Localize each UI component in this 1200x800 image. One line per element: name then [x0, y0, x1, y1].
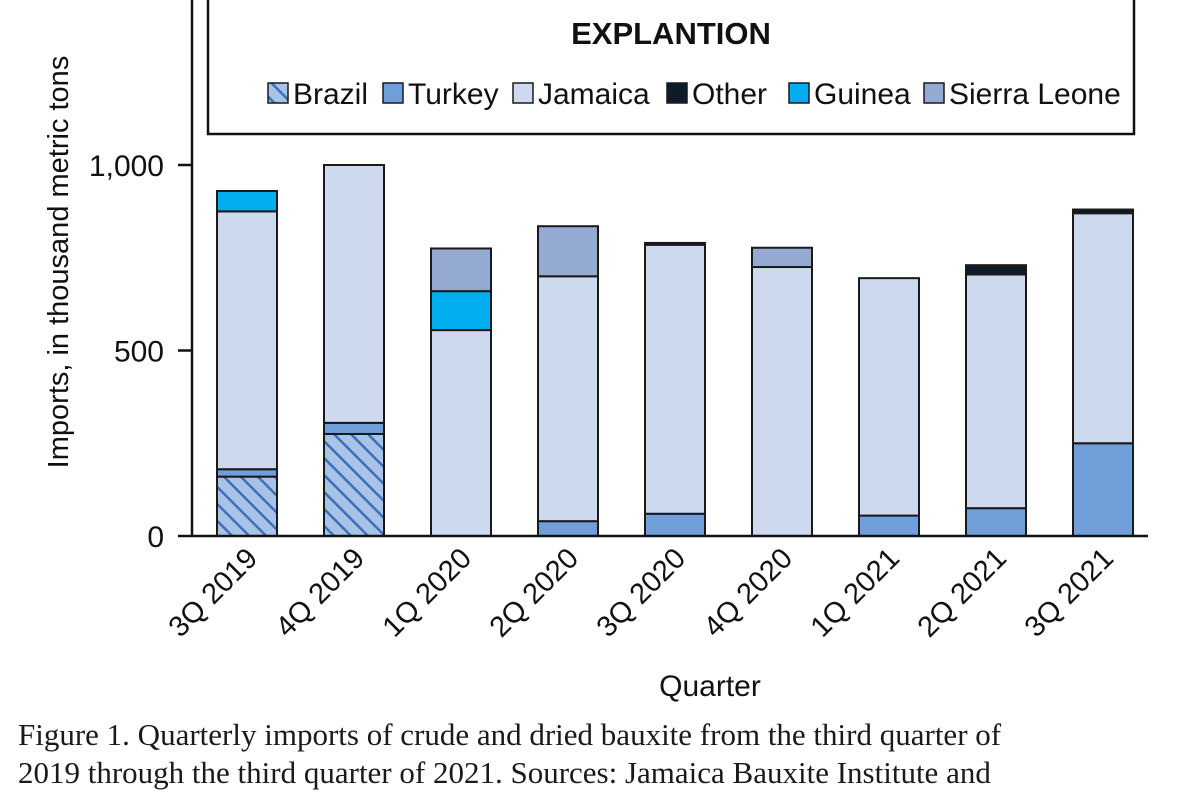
- legend-label-turkey: Turkey: [408, 78, 499, 111]
- bar-segment-jamaica: [858, 277, 920, 517]
- bar-segment-brazil: [323, 432, 385, 538]
- bar-segment-guinea: [430, 290, 492, 332]
- bar-segment-jamaica: [323, 164, 385, 424]
- legend-swatch-jamaica: [512, 82, 534, 104]
- bar-segment-sierra-leone: [751, 246, 813, 269]
- legend-label-brazil: Brazil: [293, 78, 368, 111]
- x-tick-label: 2Q 2021: [912, 542, 1013, 643]
- x-tick-label: 1Q 2021: [805, 542, 906, 643]
- bar-segment-jamaica: [751, 266, 813, 537]
- bar-segment-turkey: [216, 468, 278, 478]
- legend-box: [206, 0, 1136, 136]
- y-tick-label: 0: [147, 521, 164, 554]
- legend-swatch-sierra-leone: [923, 82, 945, 104]
- bar-segment-other: [965, 266, 1027, 276]
- x-tick-label: 3Q 2020: [591, 542, 692, 643]
- bar-segment-turkey: [644, 512, 706, 537]
- bar-segment-sierra-leone: [537, 225, 599, 278]
- bar-segment-guinea: [216, 189, 278, 213]
- x-tick-label: 4Q 2020: [698, 542, 799, 643]
- bar-segment-other: [1072, 208, 1134, 215]
- bar-segment-jamaica: [216, 210, 278, 471]
- legend-title: EXPLANTION: [571, 16, 771, 51]
- bar-segment-sierra-leone: [430, 247, 492, 293]
- axes-group: 0 500 1,000: [89, 0, 1148, 554]
- caption-line-2: 2019 through the third quarter of 2021. …: [18, 755, 991, 790]
- legend-swatch-guinea: [788, 82, 810, 104]
- legend-label-sierra-leone: Sierra Leone: [949, 78, 1121, 111]
- bar-segment-sierra-leone: [965, 264, 1027, 269]
- x-tick-label: 3Q 2019: [163, 542, 264, 643]
- figure-caption: Figure 1. Quarterly imports of crude and…: [18, 716, 1188, 792]
- bar-segment-turkey: [537, 520, 599, 537]
- legend: EXPLANTION Brazil Turkey Jamaica Other Guine…: [206, 0, 1136, 136]
- x-tick-label: 3Q 2021: [1019, 542, 1120, 643]
- bar-segment-brazil: [216, 475, 278, 538]
- bars-group: 3Q 2019 4Q 2019 1Q 2020 2Q 2020 3Q 2020 4Q 20…: [163, 164, 1134, 644]
- bar-segment-sierra-leone: [644, 241, 706, 246]
- x-tick-label: 4Q 2019: [270, 542, 371, 643]
- x-axis-label: Quarter: [659, 670, 761, 703]
- caption-line-1: Figure 1. Quarterly imports of crude and…: [18, 717, 1002, 752]
- stacked-bar-chart: 3Q 2019 4Q 2019 1Q 2020 2Q 2020 3Q 2020 4Q 20…: [43, 0, 1148, 703]
- legend-items: Brazil Turkey Jamaica Other Guinea Sierra Leo…: [267, 78, 1121, 111]
- y-axis-label: Imports, in thousand metric tons: [43, 56, 75, 469]
- bar-segment-jamaica: [1072, 212, 1134, 445]
- y-tick-label: 1,000: [89, 150, 164, 183]
- bar-segment-turkey: [858, 514, 920, 537]
- bar-segment-turkey: [1072, 442, 1134, 537]
- bar-segment-turkey: [965, 507, 1027, 537]
- bar-segment-jamaica: [430, 329, 492, 537]
- bar-segment-jamaica: [965, 273, 1027, 510]
- y-tick-label: 500: [114, 336, 164, 369]
- legend-swatch-other: [666, 82, 688, 104]
- legend-label-jamaica: Jamaica: [538, 78, 650, 111]
- legend-label-other: Other: [692, 78, 767, 111]
- legend-swatch-brazil: [267, 82, 289, 104]
- x-tick-label: 1Q 2020: [377, 542, 478, 643]
- bar-segment-jamaica: [644, 243, 706, 515]
- legend-swatch-turkey: [382, 82, 404, 104]
- x-tick-label: 2Q 2020: [484, 542, 585, 643]
- bar-segment-jamaica: [537, 275, 599, 523]
- bar-segment-turkey: [323, 421, 385, 435]
- legend-label-guinea: Guinea: [814, 78, 911, 111]
- chart: 3Q 2019 4Q 2019 1Q 2020 2Q 2020 3Q 2020 4Q 20…: [43, 0, 1148, 703]
